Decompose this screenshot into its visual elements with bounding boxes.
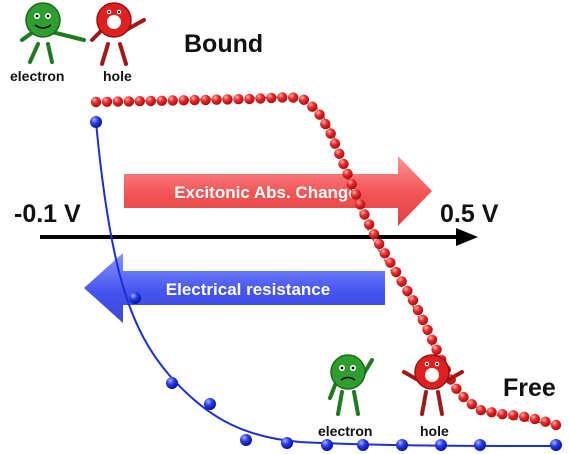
resistance-data-point <box>321 439 333 451</box>
excitonic-data-points <box>90 92 562 431</box>
excitonic-data-point <box>374 238 385 250</box>
resistance-data-point <box>474 439 486 451</box>
excitonic-data-point <box>529 413 541 425</box>
electrical-resistance-arrow: Electrical resistance <box>84 253 385 323</box>
excitonic-data-point <box>325 128 336 139</box>
excitonic-data-point <box>189 94 200 106</box>
free-label: Free <box>503 374 556 402</box>
hole-character-icon <box>90 2 146 66</box>
excitonic-data-point <box>134 96 145 107</box>
excitonic-data-point <box>368 229 380 240</box>
excitonic-data-point <box>233 94 244 105</box>
excitonic-data-point <box>112 96 124 107</box>
excitonic-data-point <box>519 411 530 422</box>
resistance-data-point <box>166 377 178 389</box>
excitonic-data-point <box>288 92 299 103</box>
resistance-data-point <box>396 439 408 451</box>
excitonic-data-point <box>402 285 413 297</box>
excitonic-data-point <box>451 383 462 394</box>
excitonic-data-point <box>338 158 349 170</box>
electron-character-icon <box>20 2 86 64</box>
hole-label-bottom: hole <box>420 423 449 439</box>
excitonic-data-point <box>431 344 442 355</box>
excitonic-data-point <box>334 148 345 159</box>
excitonic-data-point <box>466 399 477 410</box>
excitonic-data-point <box>550 419 562 431</box>
left-voltage-label: -0.1 V <box>14 200 81 228</box>
excitonic-data-point <box>329 138 341 149</box>
excitonic-data-point <box>417 314 429 326</box>
excitonic-data-point <box>200 94 211 106</box>
right-voltage-label: 0.5 V <box>440 200 499 228</box>
excitonic-data-point <box>101 96 113 108</box>
excitonic-data-point <box>497 409 508 420</box>
excitonic-change-arrow: Excitonic Abs. Change <box>124 156 432 226</box>
excitonic-data-point <box>277 92 288 103</box>
bound-label: Bound <box>184 30 263 58</box>
excitonic-data-point <box>350 189 362 200</box>
electrical-resistance-label: Electrical resistance <box>166 280 330 299</box>
electron-character-icon <box>328 354 374 416</box>
excitonic-data-point <box>540 416 551 427</box>
resistance-data-point <box>435 439 447 451</box>
excitonic-data-point <box>244 93 255 105</box>
excitonic-data-point <box>407 295 419 306</box>
excitonic-change-label: Excitonic Abs. Change <box>174 183 358 202</box>
free-pair: electron hole <box>318 354 464 439</box>
excitonic-data-point <box>314 109 325 120</box>
electron-label-top: electron <box>10 68 64 84</box>
excitonic-data-point <box>486 407 497 418</box>
excitonic-data-point <box>342 168 353 180</box>
resistance-data-point <box>550 439 562 451</box>
hole-character-icon <box>402 354 464 416</box>
excitonic-data-point <box>222 94 233 105</box>
resistance-data-point <box>90 116 102 128</box>
excitonic-data-point <box>458 391 469 403</box>
excitonic-data-point <box>475 405 487 416</box>
electron-label-bottom: electron <box>318 423 372 439</box>
excitonic-data-point <box>355 199 366 210</box>
excitonic-data-point <box>266 92 277 104</box>
resistance-data-point <box>204 398 216 410</box>
excitonic-data-point <box>346 179 357 190</box>
excitonic-data-point <box>123 96 135 107</box>
excitonic-data-point <box>255 93 266 104</box>
excitonic-data-point <box>390 266 402 278</box>
excitonic-data-point <box>307 101 318 112</box>
excitonic-data-point <box>412 304 424 316</box>
resistance-data-point <box>129 292 141 304</box>
excitonic-guide-line <box>95 96 557 426</box>
excitonic-data-point <box>156 95 167 107</box>
resistance-data-point <box>357 439 369 451</box>
excitonic-data-point <box>426 334 438 345</box>
resistance-data-point <box>281 437 293 449</box>
voltage-axis <box>40 228 478 246</box>
excitonic-data-point <box>364 219 375 230</box>
excitonic-data-point <box>320 118 331 130</box>
excitonic-data-point <box>385 257 396 268</box>
excitonic-data-point <box>178 95 189 106</box>
excitonic-data-point <box>211 94 222 105</box>
excitonic-data-point <box>298 94 310 106</box>
excitonic-data-point <box>167 95 178 106</box>
excitonic-data-point <box>396 276 407 287</box>
excitonic-data-point <box>145 95 156 107</box>
excitonic-data-point <box>379 248 390 259</box>
bound-pair: electron hole <box>10 2 146 84</box>
resistance-data-point <box>240 434 252 446</box>
resistance-data-points <box>90 116 562 451</box>
excitonic-data-point <box>422 324 433 335</box>
excitonic-data-point <box>359 209 370 220</box>
hole-label-top: hole <box>103 68 132 84</box>
excitonic-data-point <box>90 96 102 108</box>
excitonic-data-point <box>508 410 519 421</box>
